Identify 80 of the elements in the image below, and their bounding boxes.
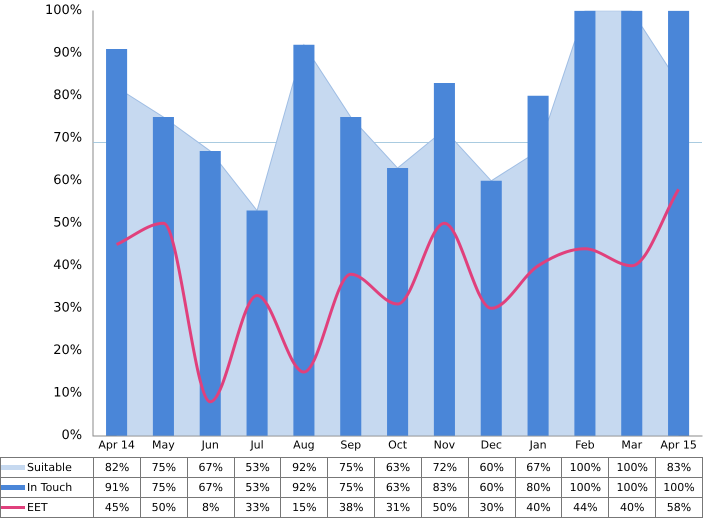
y-tick-label: 70% xyxy=(53,130,82,146)
data-label: 53% xyxy=(234,458,281,478)
data-label: 100% xyxy=(608,478,656,498)
data-label: 72% xyxy=(421,458,468,478)
x-tick-label: Mar xyxy=(621,438,643,452)
bar xyxy=(200,151,221,436)
x-tick-label: Oct xyxy=(388,438,408,452)
bar xyxy=(480,180,502,436)
data-label: 40% xyxy=(608,498,656,518)
data-label: 53% xyxy=(234,478,281,498)
data-label: 67% xyxy=(515,458,562,478)
data-label: 60% xyxy=(468,458,516,478)
data-label: 67% xyxy=(187,478,234,498)
y-tick-label: 90% xyxy=(53,46,82,61)
x-tick-label: Nov xyxy=(434,438,456,452)
x-tick-label: Feb xyxy=(575,438,595,452)
bar xyxy=(340,117,362,436)
y-tick-label: 10% xyxy=(53,386,82,401)
data-label: 92% xyxy=(280,458,328,478)
bar xyxy=(434,83,455,436)
x-tick-label: Jun xyxy=(200,438,219,452)
data-label: 33% xyxy=(234,498,281,518)
y-tick-label: 0% xyxy=(62,428,82,444)
y-tick-label: 60% xyxy=(53,173,82,188)
x-tick-label: Sep xyxy=(340,438,362,452)
bar xyxy=(621,10,642,436)
data-label: 80% xyxy=(515,478,562,498)
data-label: 8% xyxy=(187,498,234,518)
data-label: 60% xyxy=(468,478,516,498)
x-tick-label: Dec xyxy=(480,438,502,452)
bar xyxy=(387,168,408,436)
bar xyxy=(293,44,314,436)
data-label: 40% xyxy=(515,498,562,518)
data-label: 75% xyxy=(140,478,188,498)
x-tick-label: Apr 15 xyxy=(660,438,697,452)
x-tick-label: Jan xyxy=(528,438,547,452)
y-tick-label: 50% xyxy=(53,216,82,231)
bar xyxy=(668,10,690,436)
legend-label: In Touch xyxy=(0,478,94,498)
data-label: 38% xyxy=(328,498,375,518)
data-label: 31% xyxy=(374,498,422,518)
y-tick-label: 100% xyxy=(44,3,82,18)
data-label: 30% xyxy=(468,498,516,518)
bar xyxy=(246,210,268,436)
y-tick-label: 20% xyxy=(53,343,82,358)
data-label: 92% xyxy=(280,478,328,498)
x-tick-label: May xyxy=(152,438,176,452)
data-label: 44% xyxy=(562,498,609,518)
bar xyxy=(106,49,128,436)
data-label: 75% xyxy=(328,458,375,478)
data-label: 100% xyxy=(656,478,702,498)
data-label: 100% xyxy=(562,478,609,498)
data-label: 100% xyxy=(608,458,656,478)
data-label: 50% xyxy=(140,498,188,518)
data-label: 91% xyxy=(94,478,140,498)
data-label: 75% xyxy=(328,478,375,498)
line-series xyxy=(115,188,680,404)
data-label: 50% xyxy=(421,498,468,518)
data-label: 82% xyxy=(94,458,140,478)
data-label: 58% xyxy=(656,498,702,518)
data-label: 83% xyxy=(421,478,468,498)
bar xyxy=(152,117,174,436)
data-label: 63% xyxy=(374,458,422,478)
legend-label: Suitable xyxy=(0,458,94,478)
data-label: 100% xyxy=(562,458,609,478)
bar xyxy=(574,10,596,436)
data-label: 75% xyxy=(140,458,188,478)
y-tick-label: 80% xyxy=(53,88,82,104)
y-tick-label: 40% xyxy=(53,258,82,274)
x-tick-label: Apr 14 xyxy=(98,438,135,452)
data-label: 63% xyxy=(374,478,422,498)
x-tick-label: Jul xyxy=(249,438,264,452)
bar xyxy=(528,96,549,436)
legend-label: EET xyxy=(0,498,94,518)
y-tick-label: 30% xyxy=(53,300,82,316)
data-label: 67% xyxy=(187,458,234,478)
data-label: 15% xyxy=(280,498,328,518)
data-label: 83% xyxy=(656,458,702,478)
data-label: 45% xyxy=(94,498,140,518)
x-tick-label: Aug xyxy=(293,438,315,452)
